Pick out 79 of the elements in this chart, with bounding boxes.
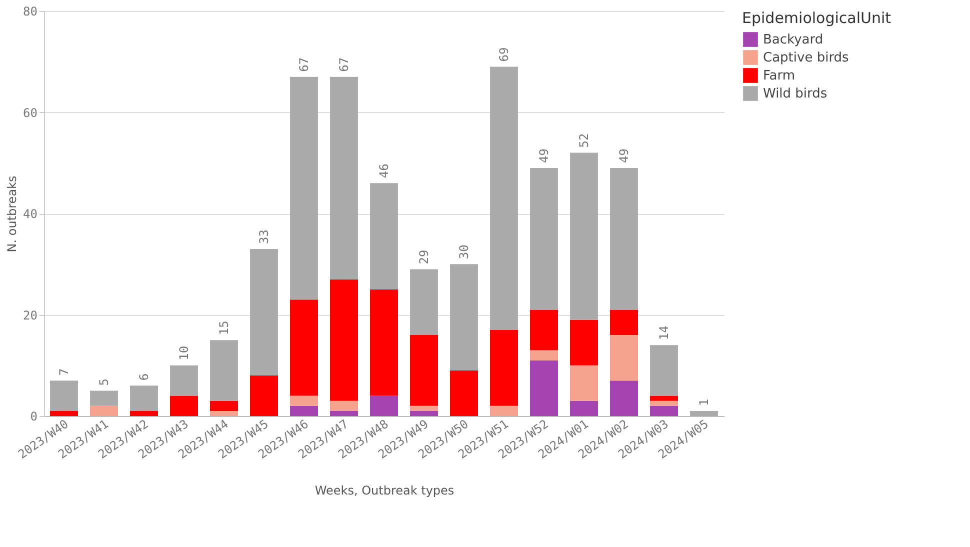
legend-label: Farm [763, 68, 796, 84]
bar [570, 365, 598, 401]
y-tick-label: 0 [30, 410, 38, 424]
total-label: 33 [257, 229, 271, 244]
total-label: 69 [497, 47, 511, 62]
bar [90, 390, 118, 406]
bar [410, 269, 438, 335]
bar [50, 410, 78, 416]
total-label: 30 [457, 244, 471, 260]
bar [170, 365, 198, 396]
bar [650, 400, 678, 406]
bar [610, 168, 638, 310]
y-tick-label: 60 [23, 106, 38, 120]
bar [250, 248, 278, 376]
y-tick-label: 40 [23, 207, 38, 221]
bar [330, 279, 358, 401]
total-label: 46 [377, 164, 391, 178]
bar [290, 300, 318, 396]
x-axis-title: Weeks, Outbreak types [314, 484, 454, 498]
bar [330, 76, 358, 280]
bar [370, 289, 398, 396]
total-label: 15 [217, 320, 231, 336]
bar [90, 406, 118, 416]
bar [130, 386, 158, 411]
bar [290, 76, 318, 300]
bar [570, 400, 598, 416]
bar [250, 376, 278, 416]
total-label: 7 [57, 368, 71, 376]
bar [330, 410, 358, 416]
y-axis-title: N. outbreaks [5, 176, 20, 252]
y-tick-label: 20 [23, 308, 38, 322]
bar [650, 406, 678, 416]
bar [610, 380, 638, 416]
bar [690, 410, 718, 416]
total-label: 29 [417, 250, 431, 264]
bar [210, 340, 238, 401]
bar [130, 410, 158, 416]
legend-label: Wild birds [763, 86, 828, 102]
bar [290, 396, 318, 406]
bar [530, 310, 558, 350]
total-label: 1 [697, 398, 711, 406]
legend-title: EpidemiologicalUnit [742, 9, 892, 27]
total-label: 67 [297, 57, 311, 72]
bar [210, 410, 238, 416]
bar [570, 320, 598, 366]
bar [410, 410, 438, 416]
total-label: 49 [537, 148, 551, 163]
bar [450, 264, 478, 370]
bar [490, 406, 518, 416]
total-label: 10 [177, 346, 191, 360]
total-label: 6 [137, 373, 151, 381]
bar [410, 335, 438, 406]
bar [490, 330, 518, 406]
bar [170, 396, 198, 416]
bar [410, 406, 438, 411]
bar [370, 183, 398, 290]
bar [530, 360, 558, 416]
bar [610, 310, 638, 335]
bar [330, 400, 358, 411]
bar [210, 400, 238, 411]
bar [450, 370, 478, 416]
y-tick-label: 80 [23, 4, 38, 18]
bar [650, 345, 678, 396]
bar [530, 350, 558, 360]
total-label: 5 [97, 378, 111, 386]
total-label: 14 [657, 326, 671, 340]
bar [50, 380, 78, 411]
bar [570, 152, 598, 320]
total-label: 52 [577, 133, 591, 148]
bar [610, 335, 638, 381]
legend-label: Backyard [763, 32, 824, 48]
bar [370, 396, 398, 416]
bar [650, 396, 678, 401]
total-label: 49 [617, 148, 631, 163]
total-label: 67 [337, 57, 351, 72]
legend-label: Captive birds [763, 50, 850, 66]
bar [290, 406, 318, 416]
bar [530, 168, 558, 310]
bar [490, 66, 518, 330]
